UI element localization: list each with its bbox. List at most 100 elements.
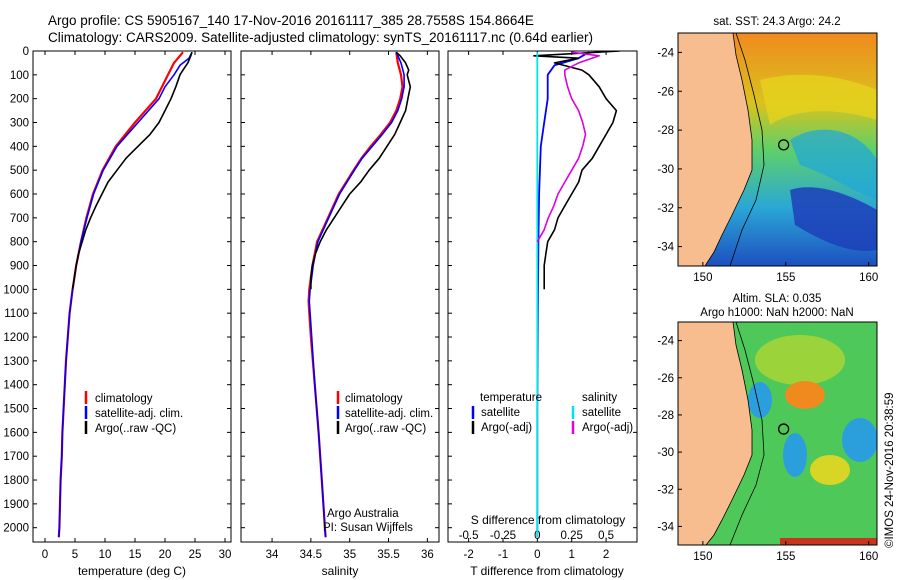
sst-land [678, 33, 753, 266]
sla-map [678, 322, 877, 545]
map-y-tick-label: -34 [657, 242, 674, 254]
depth-tick-label: 800 [10, 237, 29, 249]
temperature-axis-label: temperature (deg C) [78, 564, 186, 578]
depth-tick-label: 400 [10, 141, 29, 153]
header-line-1: Argo profile: CS 5905167_140 17-Nov-2016… [48, 13, 534, 28]
s-difference-axis-label: S difference from climatology [471, 513, 626, 527]
sla-low-1 [748, 382, 772, 418]
x-tick-label: 34.5 [300, 549, 322, 561]
line-argo-raw-qc- [71, 51, 193, 290]
map-x-tick-label: 155 [776, 551, 795, 563]
sst-cool-patch [790, 129, 877, 200]
map-x-tick-label: 160 [859, 551, 878, 563]
legend-label-climatology: climatology [95, 393, 153, 405]
t-difference-axis-label: T difference from climatology [470, 564, 624, 578]
x-tick-label: 34 [266, 549, 279, 561]
map-y-tick-label: -32 [657, 484, 674, 496]
legend-label-climatology: climatology [345, 393, 403, 405]
sla-isobath [729, 322, 765, 545]
pi-note: PI: Susan Wijffels [323, 522, 413, 534]
header-line-2: Climatology: CARS2009. Satellite-adjuste… [48, 30, 593, 45]
depth-tick-label: 1600 [3, 427, 29, 439]
x-tick-label: 35.5 [377, 549, 399, 561]
sla-low-3 [842, 418, 877, 462]
sst-isobath [729, 33, 765, 266]
x-tick-label: 0 [42, 549, 48, 561]
depth-tick-label: 300 [10, 118, 29, 130]
x-tick-label-secondary: -0.25 [490, 530, 516, 542]
temperature-legend: climatology satellite-adj. clim. Argo(..… [84, 391, 183, 435]
sst-map-axes: 150 155 160 -24 -26 -28 -30 -32 -34 [657, 47, 878, 284]
argo-position-marker-sla [777, 423, 790, 435]
difference-legend: temperature salinity satellite Argo(-adj… [471, 392, 633, 434]
legend-label-t-satellite: satellite [481, 407, 520, 419]
depth-axis: 0 100 200 300 400 500 600 700 800 900 1000 1100 1200… [3, 46, 637, 535]
x-tick-label: 1 [569, 549, 575, 561]
line-climatology [57, 51, 184, 538]
salinity-axis-label: salinity [322, 564, 359, 578]
depth-tick-label: 1400 [3, 380, 29, 392]
sla-map-title-2: Argo h1000: NaN h2000: NaN [700, 307, 853, 319]
x-tick-label-secondary: 0.5 [598, 530, 614, 542]
x-tick-label: 2 [603, 549, 609, 561]
depth-tick-label: 600 [10, 189, 29, 201]
x-tick-label: 35 [343, 549, 356, 561]
sla-high-peak [785, 381, 825, 409]
map-y-tick-label: -32 [657, 203, 674, 215]
depth-tick-label: 1100 [4, 308, 29, 320]
line-t-argo-adj- [533, 51, 620, 290]
temperature-x-axis: 0 5 10 15 20 25 30 [42, 51, 232, 561]
x-tick-label: 15 [129, 549, 142, 561]
legend-label-argo: Argo(..raw -QC) [95, 423, 176, 435]
legend-label-s-satellite: satellite [582, 407, 621, 419]
x-tick-label: 10 [99, 549, 112, 561]
temperature-series [57, 51, 193, 538]
sst-warm-band [760, 74, 877, 125]
legend-label-satellite: satellite-adj. clim. [345, 408, 433, 420]
x-tick-label: 30 [219, 549, 232, 561]
x-tick-label-secondary: -0.5 [459, 530, 479, 542]
x-tick-label: 5 [72, 549, 78, 561]
sst-map [678, 33, 877, 266]
depth-tick-label: 1200 [3, 332, 29, 344]
map-y-tick-label: -30 [657, 447, 674, 459]
sla-high-1 [755, 335, 845, 385]
salinity-legend: climatology satellite-adj. clim. Argo(..… [336, 391, 433, 435]
depth-tick-label: 200 [10, 94, 29, 106]
depth-tick-label: 900 [10, 261, 29, 273]
salinity-panel [240, 50, 440, 543]
sla-high-2 [810, 455, 850, 485]
map-x-tick-label: 155 [776, 272, 795, 284]
map-y-tick-label: -30 [657, 164, 674, 176]
depth-tick-label: 1500 [3, 404, 29, 416]
depth-tick-label: 1300 [3, 356, 29, 368]
sla-map-frame [677, 321, 878, 546]
x-tick-label-secondary: 0.25 [561, 530, 583, 542]
legend-header-temperature: temperature [480, 392, 542, 404]
difference-panel [447, 50, 638, 543]
sst-map-title: sat. SST: 24.3 Argo: 24.2 [713, 16, 840, 28]
depth-tick-label: 1900 [3, 499, 29, 511]
sla-map-axes: 150 155 160 -24 -26 -28 -30 -32 -34 [657, 336, 878, 563]
difference-x-axis: -2 -1 0 1 2-0.5 -0.25 0 0.25 0.5 [459, 51, 614, 561]
sla-land [678, 322, 753, 545]
line-s-argo-adj- [536, 51, 601, 243]
map-y-tick-label: -34 [657, 521, 674, 533]
sst-cold-patch [790, 187, 877, 251]
x-tick-label: -1 [498, 549, 508, 561]
depth-tick-label: 0 [23, 46, 29, 58]
line-t-satellite [536, 51, 590, 538]
legend-label-satellite: satellite-adj. clim. [95, 408, 183, 420]
sst-map-frame [677, 32, 878, 267]
line-climatology [307, 52, 404, 538]
map-x-tick-label: 160 [859, 272, 878, 284]
depth-tick-label: 100 [10, 70, 29, 82]
depth-tick-label: 2000 [3, 523, 29, 535]
map-y-tick-label: -26 [657, 86, 674, 98]
depth-tick-label: 1800 [3, 475, 29, 487]
depth-tick-label: 1700 [3, 451, 29, 463]
map-y-tick-label: -26 [657, 373, 674, 385]
map-x-tick-label: 150 [693, 272, 712, 284]
temperature-panel [32, 50, 232, 543]
